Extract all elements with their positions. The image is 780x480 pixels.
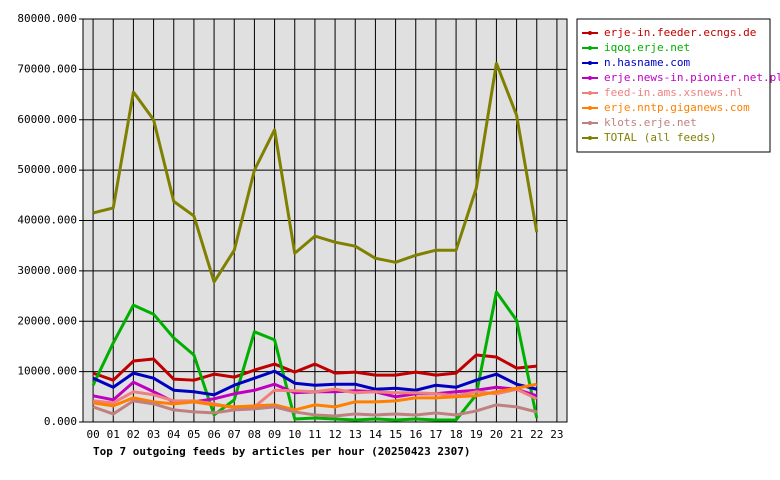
x-tick-label: 16 (409, 428, 422, 441)
y-tick-label: 0.000 (44, 415, 77, 428)
x-tick-label: 02 (127, 428, 140, 441)
y-tick-label: 40000.000 (17, 214, 77, 227)
legend-label: iqoq.erje.net (604, 41, 690, 54)
x-tick-label: 00 (86, 428, 99, 441)
legend-label: erje.nntp.giganews.com (604, 101, 750, 114)
legend-dot (588, 76, 592, 80)
x-tick-label: 19 (470, 428, 483, 441)
y-tick-label: 20000.000 (17, 314, 77, 327)
legend-dot (588, 91, 592, 95)
series-line (92, 399, 538, 418)
x-tick-label: 14 (369, 428, 383, 441)
x-tick-label: 13 (349, 428, 362, 441)
x-tick-label: 05 (187, 428, 200, 441)
legend-label: TOTAL (all feeds) (604, 131, 717, 144)
y-tick-label: 30000.000 (17, 264, 77, 277)
y-tick-label: 50000.000 (17, 163, 77, 176)
y-tick-label: 10000.000 (17, 365, 77, 378)
x-tick-label: 20 (490, 428, 503, 441)
x-tick-label: 01 (107, 428, 120, 441)
x-tick-label: 15 (389, 428, 402, 441)
legend-dot (588, 46, 592, 50)
x-tick-label: 09 (268, 428, 281, 441)
plot-border (82, 18, 568, 423)
x-tick-label: 22 (530, 428, 543, 441)
legend-label: feed-in.ams.xsnews.nl (604, 86, 743, 99)
x-tick-label: 08 (248, 428, 261, 441)
series-line (91, 290, 539, 422)
legend-label: erje.news-in.pionier.net.pl (604, 71, 780, 84)
series-line (92, 369, 538, 397)
y-tick-label: 80000.000 (17, 12, 77, 25)
legend-label: klots.erje.net (604, 116, 697, 129)
x-tick-label: 12 (328, 428, 341, 441)
series-line (92, 353, 537, 382)
x-tick-label: 18 (449, 428, 462, 441)
legend-dot (588, 121, 592, 125)
x-tick-label: 10 (288, 428, 301, 441)
series-line (92, 382, 538, 412)
legend-box (576, 18, 771, 153)
series-line (92, 387, 538, 410)
x-tick-label: 03 (147, 428, 160, 441)
legend-label: erje-in.feeder.ecngs.de (604, 26, 756, 39)
x-tick-label: 06 (207, 428, 220, 441)
chart-title: Top 7 outgoing feeds by articles per hou… (93, 445, 471, 458)
y-tick-label: 60000.000 (17, 113, 77, 126)
x-tick-label: 23 (550, 428, 563, 441)
legend-dot (588, 61, 592, 65)
x-tick-label: 17 (429, 428, 442, 441)
x-tick-label: 21 (510, 428, 523, 441)
legend-dot (588, 31, 592, 35)
x-tick-label: 04 (167, 428, 181, 441)
x-tick-label: 11 (308, 428, 321, 441)
series-line (92, 61, 539, 284)
x-tick-label: 07 (228, 428, 241, 441)
y-tick-label: 70000.000 (17, 62, 77, 75)
legend-label: n.hasname.com (604, 56, 690, 69)
legend-dot (588, 136, 592, 140)
legend-dot (588, 106, 592, 110)
